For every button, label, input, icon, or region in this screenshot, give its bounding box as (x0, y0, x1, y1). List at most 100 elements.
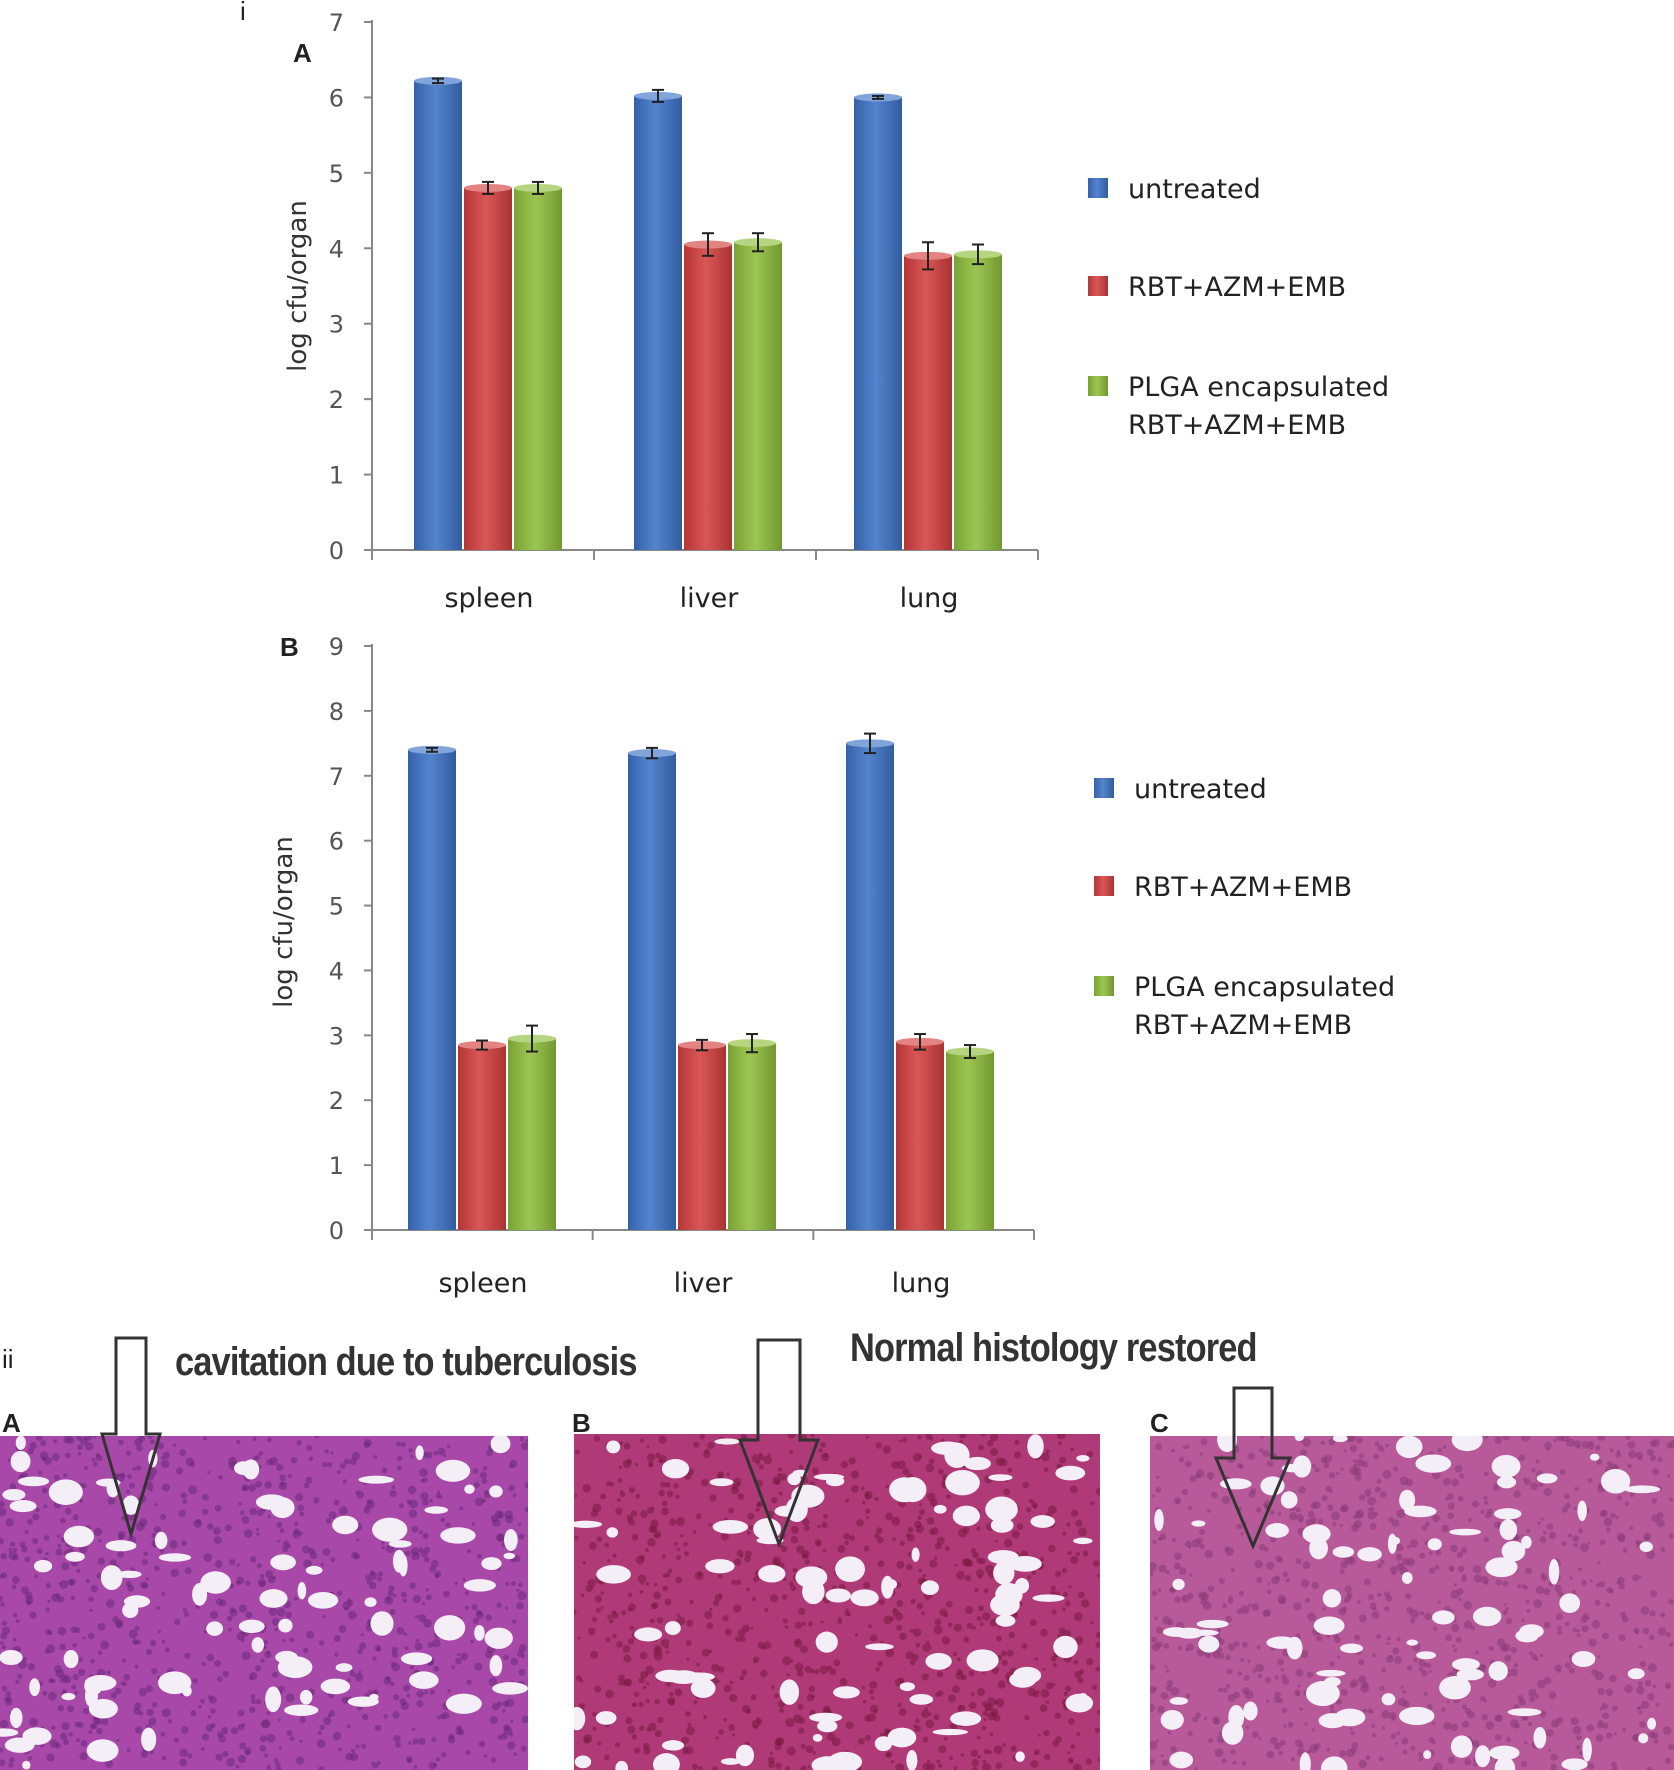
cell-nucleus (459, 1506, 464, 1511)
cell-nucleus (252, 1437, 257, 1442)
alveolar-space (1451, 1436, 1483, 1452)
cell-nucleus (885, 1648, 894, 1658)
cell-nucleus (1367, 1594, 1374, 1601)
category-label: spleen (444, 583, 533, 614)
cell-nucleus (619, 1441, 624, 1446)
bar (954, 254, 1002, 550)
cell-nucleus (1237, 1670, 1243, 1676)
cell-nucleus (0, 1747, 4, 1753)
cell-nucleus (53, 1439, 58, 1444)
cell-nucleus (1037, 1733, 1041, 1737)
cell-nucleus (1221, 1758, 1227, 1764)
cell-nucleus (718, 1729, 724, 1735)
alveolar-space (1432, 1610, 1455, 1625)
cell-nucleus (975, 1568, 985, 1578)
cell-nucleus (151, 1668, 158, 1675)
cell-nucleus (1359, 1494, 1366, 1501)
cell-nucleus (440, 1517, 445, 1523)
cell-nucleus (454, 1581, 458, 1586)
cell-nucleus (87, 1632, 95, 1640)
cell-nucleus (582, 1483, 591, 1493)
cell-nucleus (0, 1759, 6, 1767)
cell-nucleus (1564, 1621, 1570, 1627)
cell-nucleus (1341, 1504, 1349, 1513)
cell-nucleus (76, 1568, 81, 1573)
cell-nucleus (642, 1685, 647, 1690)
cell-nucleus (739, 1554, 744, 1558)
cell-nucleus (353, 1553, 361, 1560)
cell-nucleus (772, 1476, 781, 1485)
cell-nucleus (1633, 1627, 1640, 1634)
cell-nucleus (1247, 1659, 1251, 1664)
cell-nucleus (767, 1510, 775, 1518)
cell-nucleus (1461, 1704, 1467, 1710)
cell-nucleus (1533, 1599, 1543, 1608)
cell-nucleus (595, 1607, 602, 1613)
cell-nucleus (524, 1482, 528, 1489)
alveolar-space (787, 1473, 801, 1486)
cell-nucleus (599, 1493, 607, 1500)
cell-nucleus (1376, 1563, 1382, 1569)
alveolar-space (756, 1536, 784, 1545)
cell-nucleus (588, 1627, 596, 1636)
cell-nucleus (609, 1481, 615, 1487)
cell-nucleus (1581, 1440, 1590, 1449)
cell-nucleus (302, 1545, 311, 1554)
cell-nucleus (811, 1467, 820, 1475)
cell-nucleus (481, 1498, 486, 1504)
cell-nucleus (1067, 1551, 1072, 1556)
cell-nucleus (1561, 1541, 1567, 1547)
cell-nucleus (1270, 1736, 1278, 1745)
cell-nucleus (889, 1616, 895, 1621)
cell-nucleus (427, 1641, 434, 1648)
cell-nucleus (61, 1562, 70, 1571)
alveolar-space (4, 1737, 35, 1753)
cell-nucleus (396, 1626, 405, 1635)
cell-nucleus (1517, 1584, 1522, 1589)
cell-nucleus (836, 1619, 843, 1625)
cell-nucleus (10, 1541, 16, 1547)
cell-nucleus (483, 1754, 488, 1758)
cell-nucleus (510, 1581, 517, 1587)
cell-nucleus (905, 1651, 914, 1660)
cell-nucleus (1008, 1632, 1015, 1639)
cell-nucleus (1062, 1591, 1068, 1598)
cell-nucleus (429, 1499, 433, 1503)
cell-nucleus (1668, 1642, 1674, 1648)
alveolar-space (795, 1566, 828, 1589)
cell-nucleus (952, 1651, 958, 1657)
cell-nucleus (1163, 1642, 1170, 1649)
alveolar-space (1318, 1713, 1347, 1729)
cell-nucleus (423, 1546, 431, 1553)
cell-nucleus (376, 1760, 381, 1765)
alveolar-space (1387, 1533, 1397, 1554)
cell-nucleus (1070, 1447, 1075, 1452)
cell-nucleus (391, 1646, 398, 1654)
cell-nucleus (878, 1599, 885, 1606)
cell-nucleus (941, 1438, 945, 1443)
cell-nucleus (1340, 1467, 1344, 1471)
cell-nucleus (794, 1621, 803, 1630)
cell-nucleus (392, 1711, 400, 1719)
cell-nucleus (912, 1452, 922, 1462)
alveolar-space (15, 1436, 26, 1450)
cell-nucleus (518, 1582, 523, 1588)
cell-nucleus (1217, 1627, 1222, 1632)
alveolar-space (1451, 1658, 1480, 1671)
cell-nucleus (1073, 1612, 1083, 1622)
cell-nucleus (1367, 1496, 1377, 1506)
cell-nucleus (1569, 1576, 1573, 1581)
cell-nucleus (1068, 1585, 1072, 1589)
cell-nucleus (1373, 1511, 1379, 1517)
cell-nucleus (781, 1534, 786, 1539)
cell-nucleus (1285, 1578, 1290, 1583)
alveolar-space (85, 1684, 98, 1708)
cell-nucleus (45, 1607, 50, 1612)
cell-nucleus (135, 1726, 143, 1734)
cell-nucleus (902, 1468, 910, 1476)
cell-nucleus (305, 1476, 313, 1484)
cell-nucleus (0, 1595, 3, 1602)
cell-nucleus (1386, 1641, 1390, 1646)
cell-nucleus (180, 1492, 188, 1499)
